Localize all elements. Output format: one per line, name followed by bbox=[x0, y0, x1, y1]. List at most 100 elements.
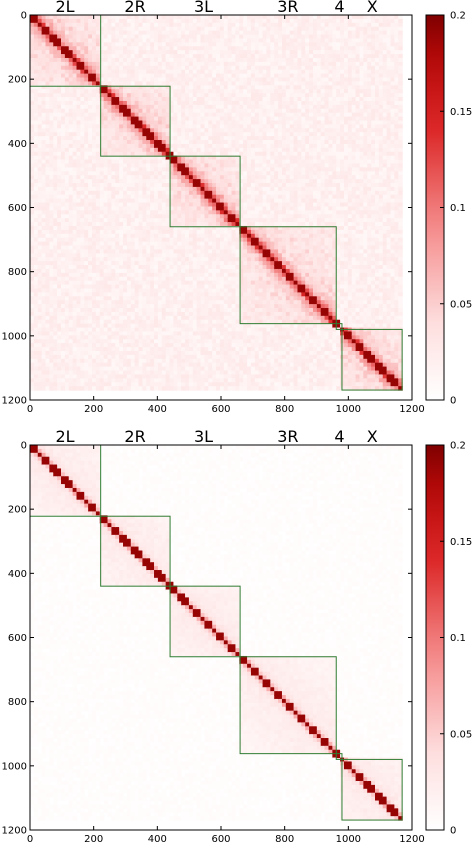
heatmap-cell bbox=[169, 315, 175, 321]
heatmap-cell bbox=[181, 335, 186, 340]
heatmap-cell bbox=[169, 300, 175, 305]
heatmap-cell bbox=[99, 214, 105, 219]
heatmap-cell bbox=[107, 42, 113, 47]
heatmap-cell bbox=[64, 100, 70, 106]
heatmap-cell bbox=[61, 22, 66, 28]
heatmap-cell bbox=[165, 190, 171, 196]
heatmap-cell bbox=[165, 370, 171, 376]
heatmap-cell bbox=[99, 374, 105, 379]
heatmap-cell bbox=[212, 319, 217, 325]
heatmap-cell bbox=[95, 65, 101, 71]
heatmap-cell bbox=[138, 265, 144, 270]
heatmap-cell bbox=[150, 257, 155, 262]
heatmap-cell bbox=[68, 339, 74, 344]
heatmap-cell bbox=[30, 241, 35, 247]
heatmap-cell bbox=[216, 42, 221, 47]
heatmap-cell bbox=[53, 112, 58, 118]
heatmap-cell bbox=[173, 34, 178, 40]
heatmap-cell bbox=[208, 140, 213, 145]
heatmap-cell bbox=[103, 225, 109, 231]
heatmap-cell bbox=[142, 73, 147, 79]
heatmap-cell bbox=[92, 124, 97, 129]
heatmap-cell bbox=[192, 108, 198, 114]
heatmap-cell bbox=[119, 327, 124, 333]
heatmap-cell bbox=[57, 85, 62, 90]
heatmap-cell bbox=[181, 358, 186, 364]
heatmap-cell bbox=[111, 42, 116, 47]
heatmap-cell bbox=[123, 358, 128, 364]
heatmap-cell bbox=[219, 65, 225, 71]
heatmap-cell bbox=[30, 140, 35, 145]
heatmap-cell bbox=[30, 280, 35, 286]
heatmap-cell bbox=[99, 46, 105, 51]
heatmap-cell bbox=[204, 253, 209, 258]
heatmap-cell bbox=[115, 182, 120, 188]
heatmap-cell bbox=[154, 315, 159, 321]
heatmap-cell bbox=[134, 93, 140, 98]
heatmap-cell bbox=[173, 124, 178, 129]
heatmap-cell bbox=[212, 116, 217, 122]
heatmap-cell bbox=[169, 100, 175, 106]
heatmap-cell bbox=[126, 225, 132, 231]
heatmap-cell bbox=[64, 347, 70, 352]
heatmap-cell bbox=[68, 343, 74, 348]
heatmap-cell bbox=[192, 296, 198, 301]
heatmap-cell bbox=[115, 350, 120, 356]
heatmap-cell bbox=[154, 386, 159, 391]
heatmap-cell bbox=[123, 350, 128, 356]
heatmap-cell bbox=[204, 104, 209, 110]
heatmap-cell bbox=[165, 382, 171, 387]
heatmap-cell bbox=[84, 112, 89, 118]
heatmap-cell bbox=[154, 276, 159, 282]
heatmap-cell bbox=[142, 222, 147, 227]
heatmap-cell bbox=[95, 42, 101, 47]
heatmap-cell bbox=[64, 304, 70, 309]
heatmap-cell bbox=[181, 151, 186, 157]
heatmap-cell bbox=[227, 206, 233, 211]
heatmap-cell bbox=[208, 288, 213, 293]
heatmap-cell bbox=[223, 261, 229, 266]
heatmap-cell bbox=[53, 38, 58, 43]
heatmap-cell bbox=[204, 26, 209, 32]
heatmap-cell bbox=[64, 163, 70, 168]
heatmap-cell bbox=[41, 124, 47, 129]
heatmap-cell bbox=[216, 194, 221, 200]
heatmap-cell bbox=[49, 343, 54, 348]
heatmap-cell bbox=[57, 339, 62, 344]
heatmap-cell bbox=[196, 194, 202, 200]
heatmap-cell bbox=[150, 171, 155, 176]
heatmap-cell bbox=[204, 245, 209, 251]
heatmap-cell bbox=[154, 382, 159, 387]
heatmap-cell bbox=[45, 339, 50, 344]
heatmap-cell bbox=[99, 358, 105, 364]
heatmap-cell bbox=[126, 265, 132, 270]
heatmap-cell bbox=[30, 261, 35, 266]
heatmap-cell bbox=[227, 85, 233, 90]
heatmap-cell bbox=[154, 18, 159, 24]
heatmap-cell bbox=[115, 229, 120, 235]
heatmap-cell bbox=[146, 374, 151, 379]
heatmap-cell bbox=[49, 276, 54, 282]
heatmap-cell bbox=[107, 370, 113, 376]
heatmap-cell bbox=[150, 206, 155, 211]
heatmap-cell bbox=[64, 18, 70, 24]
heatmap-cell bbox=[157, 308, 163, 313]
heatmap-cell bbox=[92, 46, 97, 51]
heatmap-cell bbox=[208, 108, 213, 114]
heatmap-cell bbox=[227, 354, 233, 360]
heatmap-cell bbox=[130, 319, 136, 325]
heatmap-cell bbox=[204, 327, 209, 333]
heatmap-cell bbox=[181, 26, 186, 32]
heatmap-cell bbox=[177, 323, 182, 329]
heatmap-cell bbox=[227, 34, 233, 40]
heatmap-cell bbox=[157, 57, 163, 63]
heatmap-cell bbox=[53, 327, 58, 333]
heatmap-cell bbox=[84, 206, 89, 211]
heatmap-cell bbox=[192, 42, 198, 47]
heatmap-cell bbox=[53, 15, 58, 20]
heatmap-cell bbox=[138, 386, 144, 391]
heatmap-cell bbox=[185, 292, 190, 297]
heatmap-cell bbox=[119, 69, 124, 75]
heatmap-cell bbox=[37, 128, 43, 133]
heatmap-cell bbox=[57, 210, 62, 215]
